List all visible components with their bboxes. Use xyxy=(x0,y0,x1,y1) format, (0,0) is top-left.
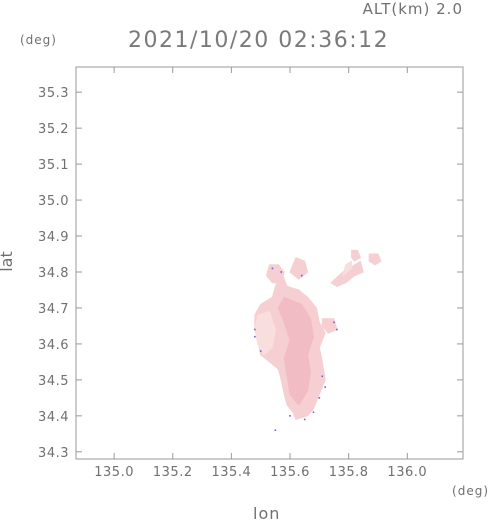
edge-point xyxy=(324,386,327,388)
y-tick-label: 34.6 xyxy=(38,338,69,353)
y-axis-unit: (deg) xyxy=(20,33,57,47)
y-tick-label: 35.2 xyxy=(38,122,69,137)
echo-layer xyxy=(254,249,382,420)
edge-point xyxy=(254,335,256,338)
x-tick-label: 135.6 xyxy=(270,465,310,480)
y-tick-label: 34.4 xyxy=(38,410,69,425)
y-tick-label: 35.3 xyxy=(38,86,69,101)
edge-point xyxy=(321,375,324,378)
edge-point xyxy=(289,415,291,417)
edge-point xyxy=(254,328,256,331)
x-axis-unit: (deg) xyxy=(452,484,489,498)
echo-region-far-east xyxy=(368,253,382,266)
edge-point xyxy=(280,271,283,273)
x-axis-ticks: 135.0 135.2 135.4 135.6 135.8 136.0 xyxy=(94,67,427,480)
y-tick-label: 35.0 xyxy=(38,194,69,209)
echo-region-light-west xyxy=(254,311,276,356)
echo-region-north-patch xyxy=(266,264,285,284)
x-axis-label: lon xyxy=(253,504,281,523)
y-tick-label: 34.5 xyxy=(38,374,69,389)
edge-point xyxy=(274,429,277,432)
plot-frame xyxy=(75,66,464,460)
timestamp-title: 2021/10/20 02:36:12 xyxy=(128,28,390,53)
edge-point xyxy=(336,328,338,331)
echo-region-core xyxy=(277,296,314,406)
x-tick-label: 135.2 xyxy=(153,465,193,480)
echo-region-ne-top xyxy=(351,249,361,262)
edge-points-layer xyxy=(254,267,338,432)
y-axis-ticks: 34.3 34.4 34.5 34.6 34.7 34.8 34.9 35.0 35.1 35.2… xyxy=(38,86,463,461)
echo-region-ne-patch xyxy=(289,257,309,280)
edge-point xyxy=(259,350,262,352)
edge-point xyxy=(333,321,335,324)
y-tick-label: 34.8 xyxy=(38,266,69,281)
x-tick-label: 135.8 xyxy=(329,465,369,480)
edge-point xyxy=(318,397,321,399)
y-tick-label: 35.1 xyxy=(38,158,69,173)
edge-point xyxy=(303,418,306,421)
echo-region-ne-connector xyxy=(342,260,353,277)
x-tick-label: 135.0 xyxy=(94,465,134,480)
altitude-label: ALT(km) 2.0 xyxy=(362,0,463,18)
x-tick-label: 136.0 xyxy=(387,465,427,480)
edge-point xyxy=(300,274,303,277)
x-tick-label: 135.4 xyxy=(212,465,252,480)
y-tick-label: 34.9 xyxy=(38,230,69,245)
y-tick-label: 34.7 xyxy=(38,302,69,317)
edge-point xyxy=(312,411,315,414)
y-tick-label: 34.3 xyxy=(38,446,69,461)
edge-point xyxy=(271,267,274,270)
